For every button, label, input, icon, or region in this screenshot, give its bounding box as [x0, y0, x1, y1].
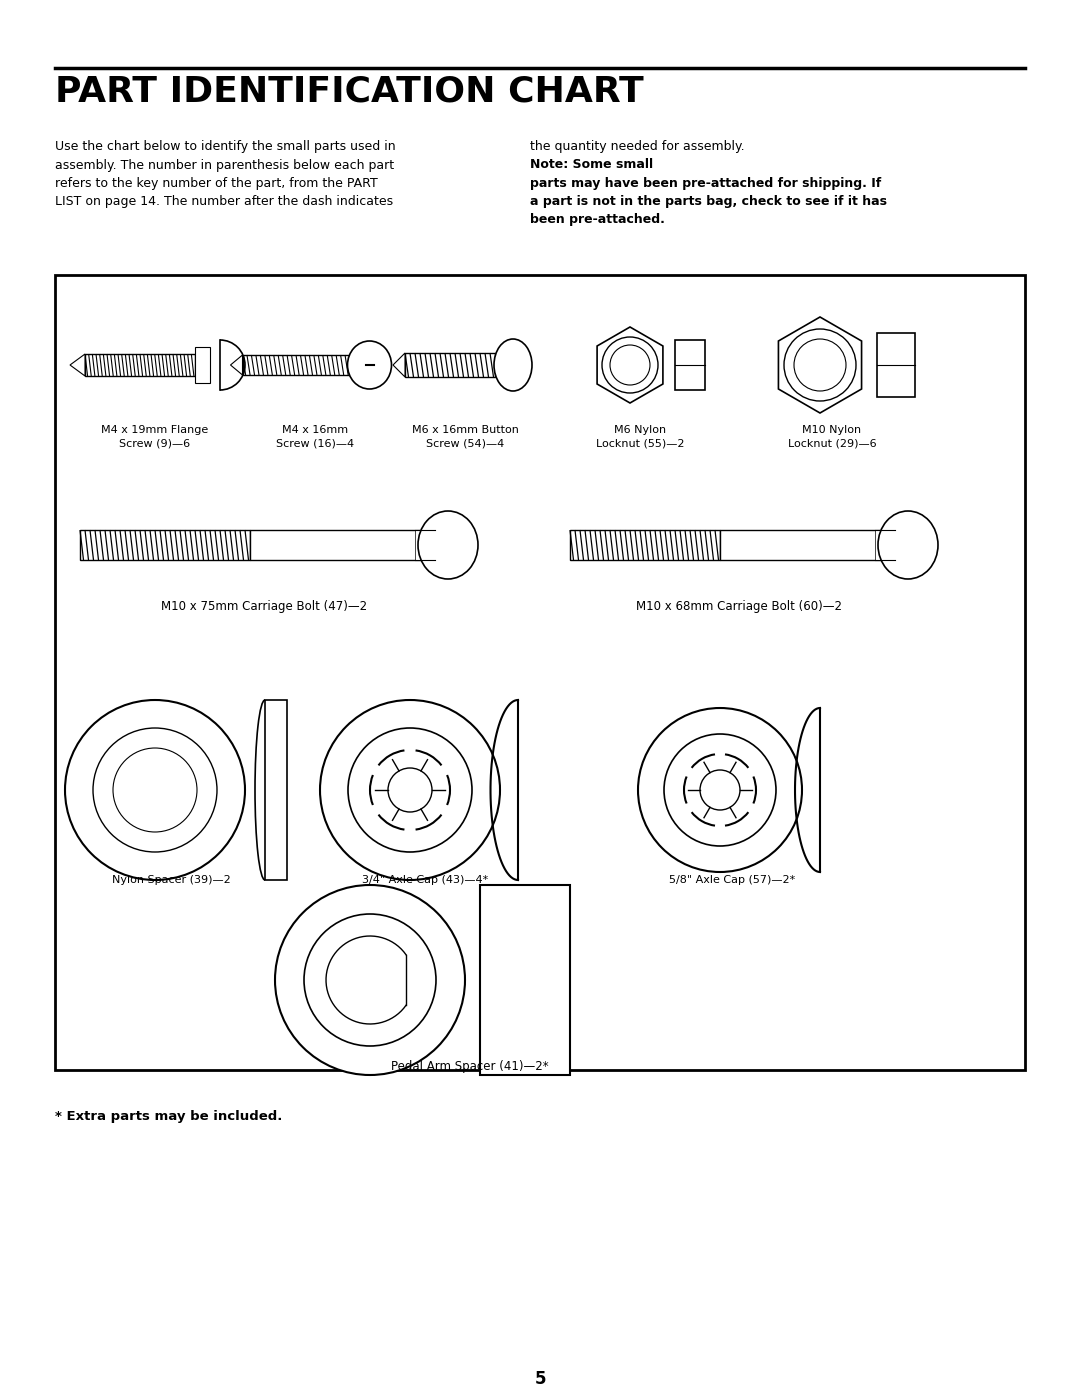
- Ellipse shape: [348, 341, 391, 388]
- Polygon shape: [230, 355, 243, 374]
- Text: 5/8" Axle Cap (57)—2*: 5/8" Axle Cap (57)—2*: [669, 875, 795, 886]
- Circle shape: [638, 708, 802, 872]
- Text: M6 Nylon
Locknut (55)—2: M6 Nylon Locknut (55)—2: [596, 425, 685, 448]
- Circle shape: [348, 728, 472, 852]
- Polygon shape: [393, 353, 405, 377]
- Text: M4 x 19mm Flange
Screw (9)—6: M4 x 19mm Flange Screw (9)—6: [102, 425, 208, 448]
- Circle shape: [784, 330, 856, 401]
- Bar: [405, 353, 495, 377]
- Bar: [570, 529, 720, 560]
- Text: M10 x 75mm Carriage Bolt (47)—2: M10 x 75mm Carriage Bolt (47)—2: [161, 599, 367, 613]
- Bar: [480, 886, 570, 1076]
- Bar: [249, 529, 420, 560]
- Bar: [877, 332, 915, 397]
- Bar: [720, 529, 880, 560]
- Circle shape: [303, 914, 436, 1046]
- Bar: [195, 346, 210, 383]
- Bar: [55, 275, 1025, 1070]
- Circle shape: [388, 768, 432, 812]
- Bar: [243, 355, 350, 374]
- Bar: [80, 529, 249, 560]
- Bar: [85, 353, 195, 376]
- Polygon shape: [597, 327, 663, 402]
- Circle shape: [664, 733, 777, 847]
- Text: * Extra parts may be included.: * Extra parts may be included.: [55, 1111, 282, 1123]
- Polygon shape: [70, 353, 85, 376]
- Text: 5: 5: [535, 1370, 545, 1389]
- Text: the quantity needed for assembly.: the quantity needed for assembly.: [530, 140, 748, 154]
- Text: Nylon Spacer (39)—2: Nylon Spacer (39)—2: [111, 875, 230, 886]
- Text: Use the chart below to identify the small parts used in
assembly. The number in : Use the chart below to identify the smal…: [55, 140, 395, 208]
- Bar: [415, 529, 435, 560]
- Text: M6 x 16mm Button
Screw (54)—4: M6 x 16mm Button Screw (54)—4: [411, 425, 518, 448]
- Circle shape: [602, 337, 658, 393]
- Circle shape: [610, 345, 650, 386]
- Text: PART IDENTIFICATION CHART: PART IDENTIFICATION CHART: [55, 75, 644, 109]
- Bar: [265, 700, 287, 880]
- Circle shape: [320, 700, 500, 880]
- Ellipse shape: [494, 339, 532, 391]
- Circle shape: [794, 339, 846, 391]
- Bar: [675, 339, 705, 390]
- Ellipse shape: [418, 511, 478, 578]
- Text: 3/4" Axle Cap (43)—4*: 3/4" Axle Cap (43)—4*: [362, 875, 488, 886]
- Text: Note: Some small
parts may have been pre-attached for shipping. If
a part is not: Note: Some small parts may have been pre…: [530, 158, 887, 226]
- Text: M4 x 16mm
Screw (16)—4: M4 x 16mm Screw (16)—4: [275, 425, 354, 448]
- Bar: [875, 529, 895, 560]
- Circle shape: [113, 747, 197, 833]
- Circle shape: [93, 728, 217, 852]
- Text: M10 Nylon
Locknut (29)—6: M10 Nylon Locknut (29)—6: [787, 425, 876, 448]
- Text: Pedal Arm Spacer (41)—2*: Pedal Arm Spacer (41)—2*: [391, 1060, 549, 1073]
- Text: M10 x 68mm Carriage Bolt (60)—2: M10 x 68mm Carriage Bolt (60)—2: [636, 599, 842, 613]
- Polygon shape: [779, 317, 862, 414]
- Ellipse shape: [878, 511, 939, 578]
- Circle shape: [65, 700, 245, 880]
- Circle shape: [275, 886, 465, 1076]
- Circle shape: [700, 770, 740, 810]
